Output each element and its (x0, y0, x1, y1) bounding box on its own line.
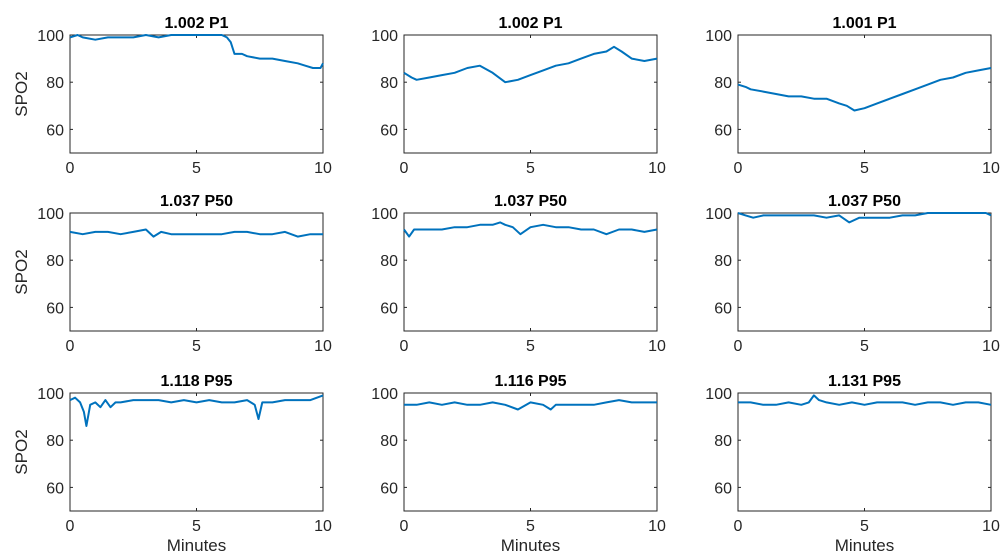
x-tick-label: 10 (314, 518, 332, 535)
x-axis-label: Minutes (501, 536, 561, 555)
spo2-series-line (69, 228, 323, 238)
x-tick-label: 0 (734, 160, 743, 177)
y-tick-label: 100 (705, 28, 732, 45)
subplot-title: 1.118 P95 (160, 373, 232, 390)
x-axis-label: Minutes (167, 536, 227, 555)
x-tick-label: 10 (648, 160, 666, 177)
y-tick-label: 60 (714, 300, 732, 317)
y-tick-label: 100 (37, 28, 64, 45)
y-tick-label: 80 (46, 253, 64, 270)
y-tick-label: 100 (371, 28, 398, 45)
y-tick-label: 100 (371, 386, 398, 403)
subplot-title: 1.116 P95 (494, 373, 566, 390)
subplot-1: 0 5 10 60 80 100 1.002 P1 SPO2 (12, 15, 332, 177)
x-tick-label: 5 (192, 338, 201, 355)
y-tick-label: 60 (46, 122, 64, 139)
y-tick-label: 100 (705, 206, 732, 223)
axes-box (403, 392, 658, 512)
axes-box (737, 392, 992, 512)
subplot-2: 0 5 10 60 80 100 1.002 P1 (371, 15, 666, 177)
x-tick-label: 5 (192, 518, 201, 535)
spo2-series-line (69, 394, 324, 427)
y-tick-label: 100 (37, 206, 64, 223)
axes-box (69, 392, 324, 512)
y-tick-label: 60 (380, 480, 398, 497)
y-tick-label: 60 (714, 480, 732, 497)
x-tick-label: 10 (648, 338, 666, 355)
subplot-3: 0 5 10 60 80 100 1.001 P1 (705, 15, 1000, 177)
y-tick-label: 80 (46, 75, 64, 92)
x-tick-label: 5 (860, 160, 869, 177)
x-tick-label: 5 (526, 160, 535, 177)
y-axis-label: SPO2 (12, 249, 31, 294)
subplot-title: 1.037 P50 (160, 193, 233, 210)
x-axis-label: Minutes (835, 536, 895, 555)
y-tick-label: 60 (380, 122, 398, 139)
subplot-title: 1.002 P1 (164, 15, 228, 32)
x-tick-label: 10 (314, 338, 332, 355)
subplot-title: 1.037 P50 (828, 193, 901, 210)
x-tick-label: 0 (66, 160, 75, 177)
axes-box (69, 212, 324, 332)
subplot-title: 1.001 P1 (832, 15, 896, 32)
subplot-9: 0 5 10 60 80 100 1.131 P95 Minutes (705, 373, 1000, 555)
y-axis-label: SPO2 (12, 71, 31, 116)
subplot-title: 1.037 P50 (494, 193, 567, 210)
x-tick-label: 0 (66, 338, 75, 355)
y-tick-label: 80 (714, 253, 732, 270)
subplot-title: 1.131 P95 (828, 373, 901, 390)
x-tick-label: 0 (400, 518, 409, 535)
y-tick-label: 60 (714, 122, 732, 139)
x-tick-label: 0 (400, 338, 409, 355)
x-tick-label: 0 (734, 338, 743, 355)
x-tick-label: 10 (982, 518, 1000, 535)
axes-box (69, 34, 324, 154)
spo2-series-line (737, 212, 992, 224)
x-tick-label: 10 (982, 160, 1000, 177)
x-tick-label: 10 (982, 338, 1000, 355)
y-tick-label: 100 (37, 386, 64, 403)
x-tick-label: 5 (860, 338, 869, 355)
x-tick-label: 5 (526, 338, 535, 355)
subplot-5: 0 5 10 60 80 100 1.037 P50 (371, 193, 666, 355)
spo2-series-line (403, 45, 658, 84)
spo2-series-line (737, 67, 992, 112)
x-tick-label: 5 (860, 518, 869, 535)
subplot-8: 0 5 10 60 80 100 1.116 P95 Minutes (371, 373, 666, 555)
y-tick-label: 80 (380, 75, 398, 92)
axes-box (403, 212, 658, 332)
axes-box (403, 34, 658, 154)
y-tick-label: 80 (380, 433, 398, 450)
y-tick-label: 80 (46, 433, 64, 450)
axes-box (737, 212, 992, 332)
spo2-series-line (404, 399, 657, 411)
spo2-series-line (738, 394, 992, 406)
x-tick-label: 0 (66, 518, 75, 535)
x-tick-label: 10 (648, 518, 666, 535)
x-tick-label: 10 (314, 160, 332, 177)
spo2-series-line (403, 221, 658, 238)
x-tick-label: 5 (526, 518, 535, 535)
y-tick-label: 100 (705, 386, 732, 403)
y-tick-label: 60 (46, 480, 64, 497)
subplot-6: 0 5 10 60 80 100 1.037 P50 (705, 193, 1000, 355)
y-tick-label: 60 (46, 300, 64, 317)
y-tick-label: 80 (714, 433, 732, 450)
y-tick-label: 80 (714, 75, 732, 92)
spo2-series-line (69, 34, 324, 69)
x-tick-label: 0 (400, 160, 409, 177)
y-tick-label: 80 (380, 253, 398, 270)
x-tick-label: 5 (192, 160, 201, 177)
subplot-7: 0 5 10 60 80 100 1.118 P95 SPO2 Minutes (12, 373, 332, 555)
x-tick-label: 0 (734, 518, 743, 535)
subplot-title: 1.002 P1 (498, 15, 562, 32)
y-tick-label: 60 (380, 300, 398, 317)
y-tick-label: 100 (371, 206, 398, 223)
subplot-4: 0 5 10 60 80 100 1.037 P50 SPO2 (12, 193, 332, 355)
y-axis-label: SPO2 (12, 429, 31, 474)
